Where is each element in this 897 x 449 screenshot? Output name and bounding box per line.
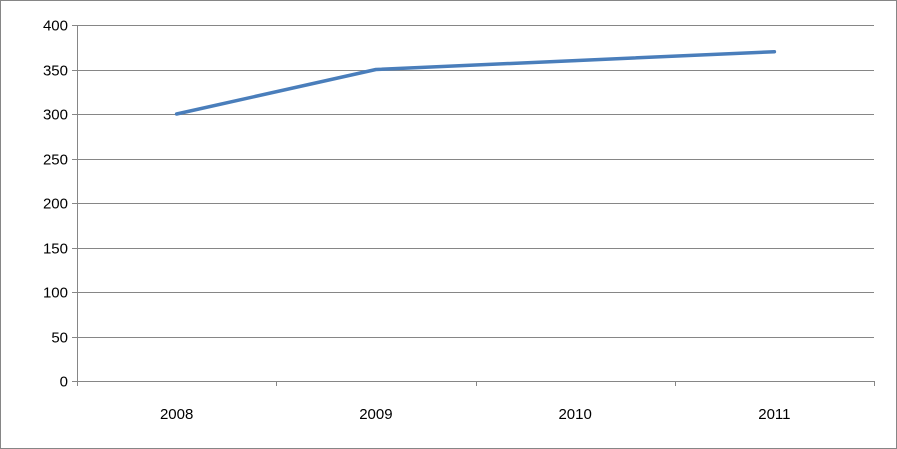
data-point-2009 [374, 68, 378, 71]
y-axis-tick-labels: 0 50 100 150 200 250 300 350 400 [43, 18, 68, 391]
x-tick-label: 2011 [758, 406, 790, 423]
gridlines [77, 25, 874, 338]
x-tick-label: 2010 [558, 406, 591, 423]
data-point-2011 [772, 50, 776, 54]
x-tick-label: 2008 [160, 406, 193, 423]
data-point-2010 [573, 59, 577, 63]
y-tick-label: 100 [43, 285, 68, 302]
y-tick-label: 0 [60, 374, 68, 391]
y-tick-label: 50 [51, 330, 68, 347]
x-axis-tick-labels: 2008 2009 2010 2011 [160, 406, 791, 423]
y-tick-label: 400 [43, 18, 68, 35]
data-point-2008 [175, 112, 179, 116]
series-line-0 [174, 49, 777, 116]
y-tick-label: 250 [43, 152, 68, 169]
y-tick-label: 300 [43, 107, 68, 124]
y-tick-label: 150 [43, 241, 68, 258]
axes [72, 25, 875, 386]
y-tick-label: 200 [43, 196, 68, 213]
series-layer [174, 49, 777, 116]
x-tick-label: 2009 [359, 406, 392, 423]
y-tick-label: 350 [43, 63, 68, 80]
